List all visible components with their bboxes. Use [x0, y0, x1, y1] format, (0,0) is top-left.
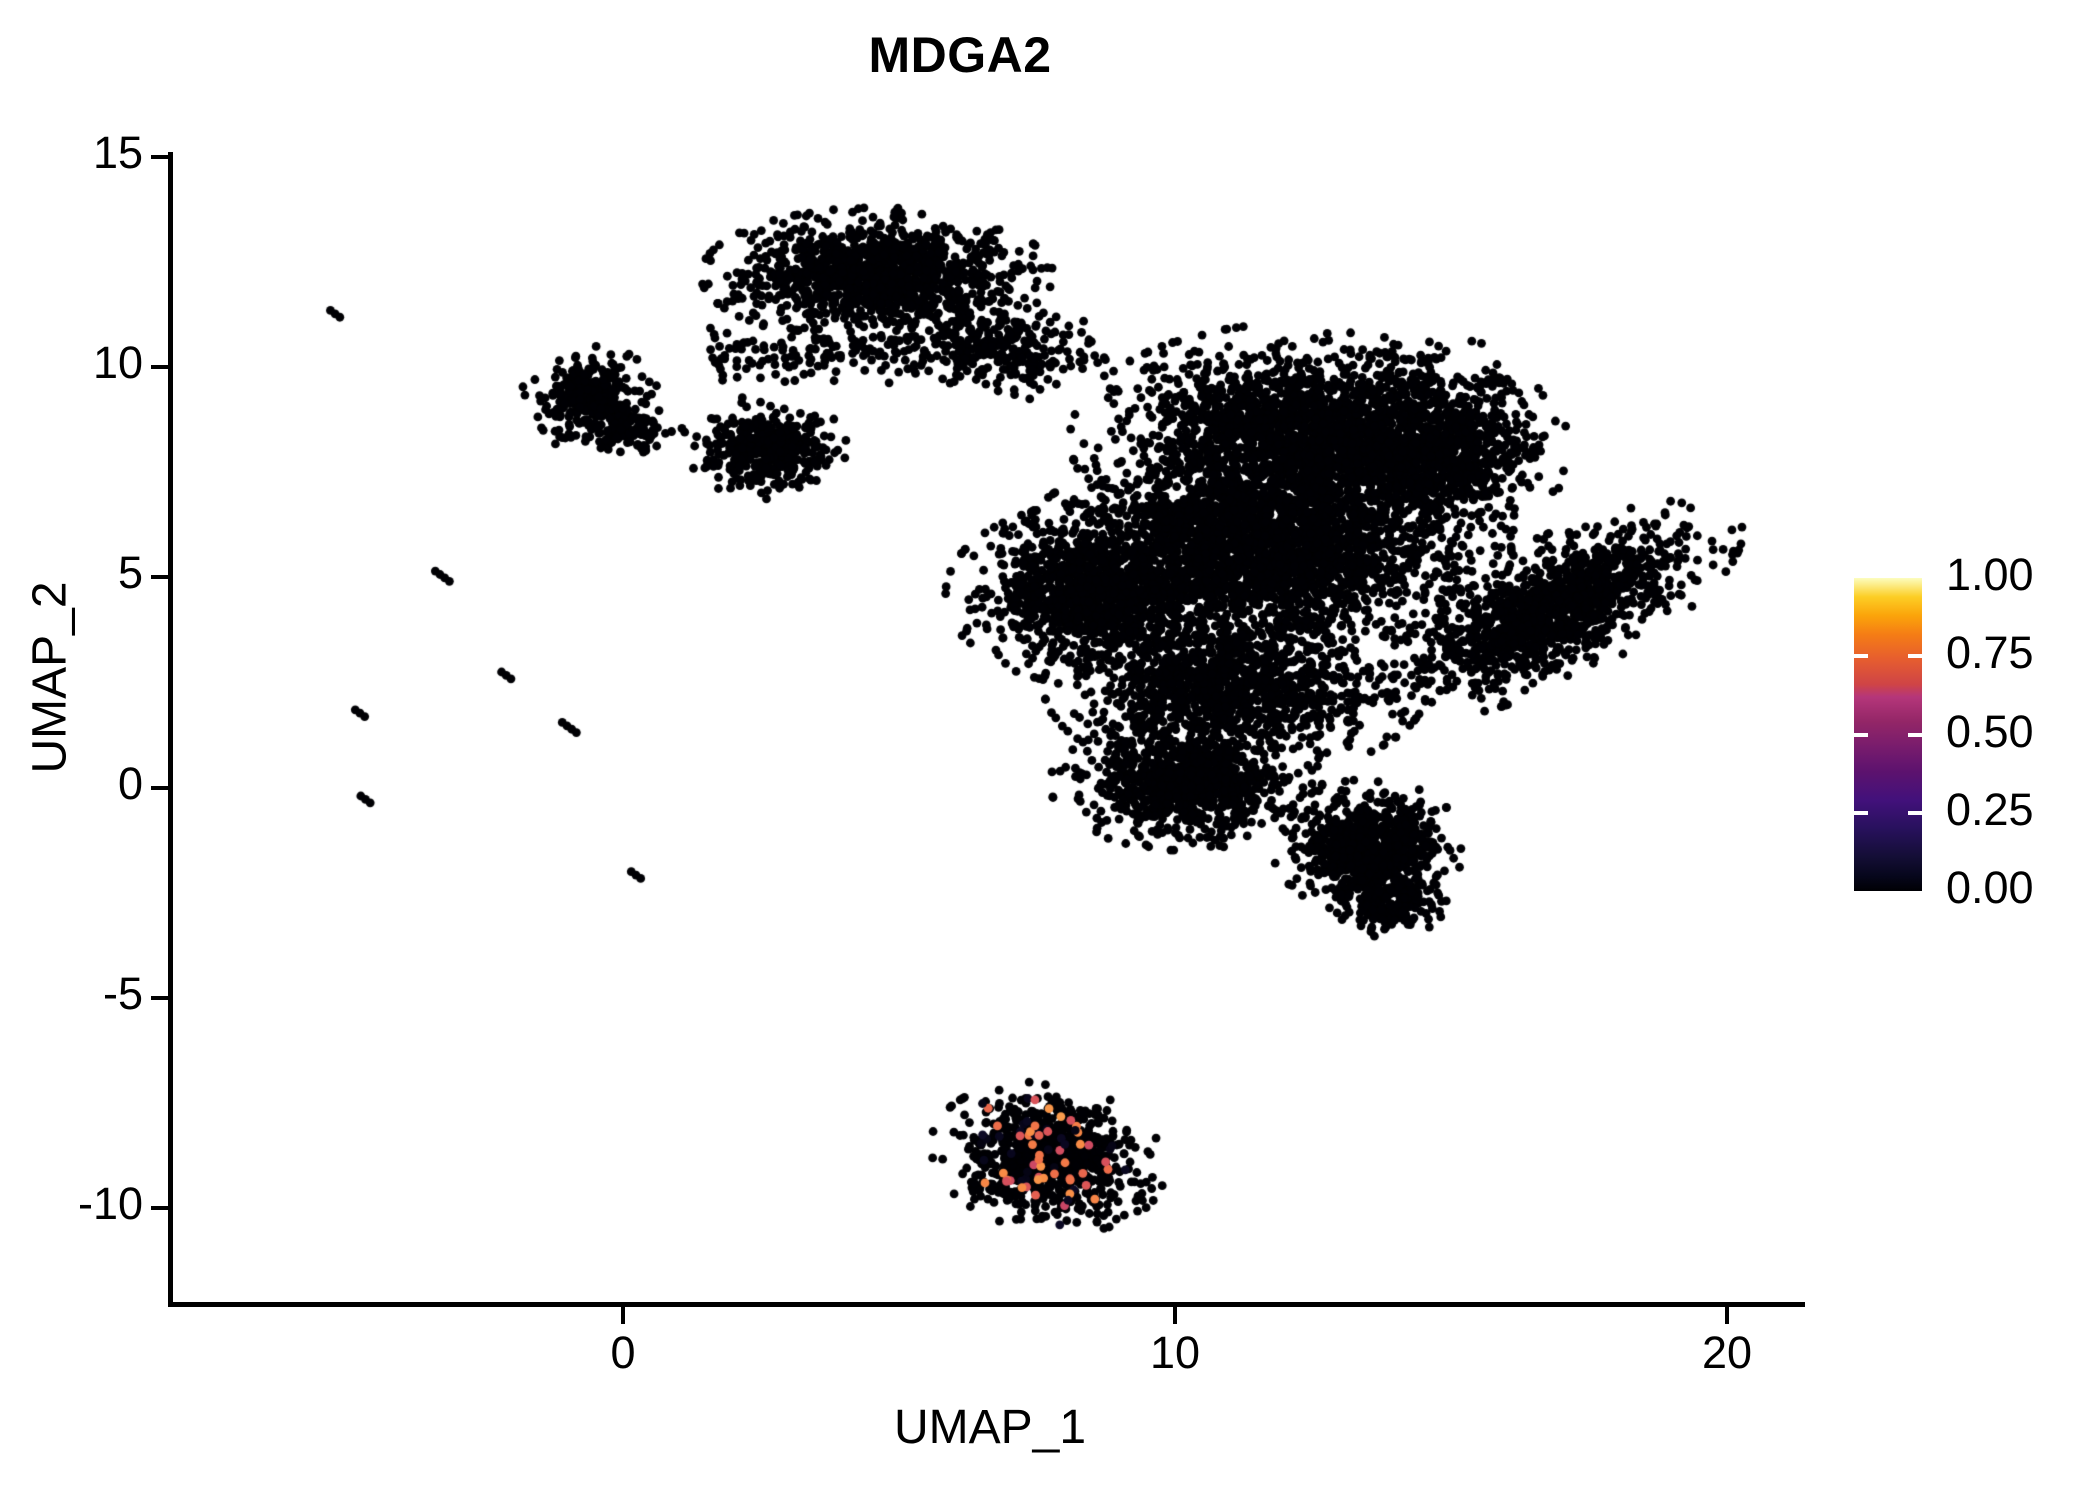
y-tick-mark: [151, 995, 168, 1000]
y-axis-line: [168, 152, 173, 1307]
scatter-points-canvas: [170, 110, 1810, 1310]
y-tick-mark: [151, 785, 168, 790]
y-axis-title: UMAP_2: [23, 581, 77, 774]
x-axis-line: [168, 1302, 1805, 1307]
colorbar-label: 1.00: [1946, 549, 2034, 600]
colorbar-tick: [1908, 732, 1922, 737]
x-tick-mark: [1725, 1307, 1729, 1324]
x-tick-label: 20: [1701, 1327, 1753, 1378]
y-tick-mark: [151, 1206, 168, 1210]
plot-panel: [170, 110, 1810, 1310]
x-tick-label: 0: [610, 1327, 636, 1378]
x-tick-label: 10: [1149, 1327, 1201, 1378]
y-tick-mark: [151, 155, 168, 159]
y-tick-label: 0: [117, 757, 143, 809]
y-tick-label: -5: [102, 967, 143, 1019]
y-tick-label: -10: [77, 1178, 143, 1229]
colorbar-tick: [1908, 810, 1922, 815]
y-tick-label: 10: [92, 337, 143, 389]
x-tick-mark: [1173, 1307, 1177, 1324]
y-tick-mark: [151, 365, 168, 370]
x-tick-mark: [621, 1307, 625, 1324]
page-title: MDGA2: [868, 27, 1052, 83]
y-tick-label: 5: [117, 547, 143, 599]
y-tick-mark: [151, 575, 168, 580]
colorbar-label: 0.00: [1946, 862, 2034, 913]
x-axis-title: UMAP_1: [893, 1401, 1087, 1454]
colorbar-tick: [1854, 732, 1868, 737]
colorbar-tick: [1908, 654, 1922, 659]
colorbar-label: 0.50: [1946, 705, 2034, 757]
y-tick-label: 15: [92, 127, 143, 178]
colorbar-tick: [1854, 810, 1868, 815]
colorbar-label: 0.25: [1946, 783, 2034, 835]
color-legend: 1.00 0.75 0.50 0.25 0.00: [1854, 549, 2084, 913]
colorbar-label: 0.75: [1946, 627, 2034, 679]
colorbar-tick: [1854, 654, 1868, 659]
